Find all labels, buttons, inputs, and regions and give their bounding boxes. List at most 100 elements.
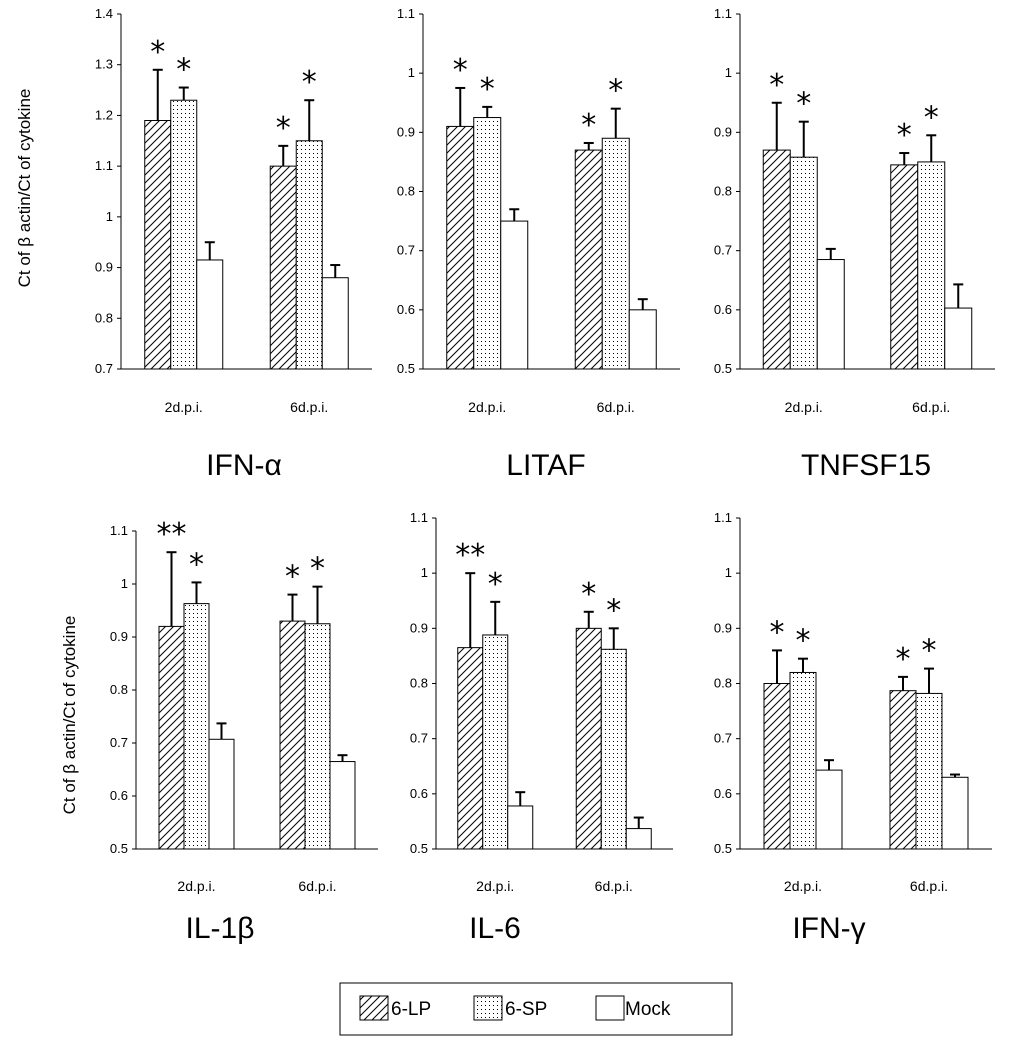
significance-marker: * (480, 72, 495, 107)
legend-label-6sp: 6-SP (505, 999, 547, 1020)
bar-6sp-6dpi (600, 648, 627, 850)
x-category-label: 6d.p.i. (290, 399, 328, 415)
y-tick-label: 1.1 (714, 510, 732, 525)
chart-title: LITAF (506, 449, 585, 482)
y-tick-label: 0.8 (397, 184, 415, 199)
bar-6lp-2dpi (457, 647, 484, 850)
y-tick-label: 1 (106, 209, 113, 224)
bar-6lp-2dpi (144, 120, 172, 370)
significance-marker: * (285, 560, 300, 595)
y-tick-label: 0.5 (714, 361, 732, 376)
y-tick-label: 1 (408, 65, 415, 80)
significance-marker: * (606, 593, 621, 628)
x-category-label: 2d.p.i. (476, 878, 514, 894)
y-tick-label: 0.7 (714, 731, 732, 746)
chart-panel-0: 0.7 0.8 0.9 1 1.1 1.2 1.3 1.4 * * 2d.p.i. * * 6d.p.i.… (95, 6, 372, 482)
chart-panel-1: 0.5 0.6 0.7 0.8 0.9 1 1.1 * * 2d.p.i. * * 6d.p.i. LIT… (397, 6, 680, 482)
y-tick-label: 0.8 (714, 184, 732, 199)
chart-title: IFN-γ (792, 912, 865, 945)
y-tick-label: 0.6 (714, 302, 732, 317)
y-tick-label: 0.5 (714, 841, 732, 856)
y-tick-label: 0.9 (410, 620, 428, 635)
significance-marker: ** (157, 517, 187, 552)
chart-panel-3: 0.50.60.70.80.911.1 ***2d.p.i.* *6d.p.i.IL… (110, 517, 378, 945)
y-tick-label: 1.1 (95, 158, 113, 173)
y-tick-label: 1 (421, 565, 428, 580)
chart-panel-4: 0.50.60.70.80.911.1***2d.p.i.* *6d.p.i.IL… (410, 510, 673, 945)
y-tick-label: 1 (725, 65, 732, 80)
y-tick-label: 0.9 (397, 124, 415, 139)
significance-marker: * (608, 74, 623, 109)
significance-marker: * (310, 552, 325, 587)
bar-mock-2dpi (815, 769, 843, 850)
bar-6lp-2dpi (446, 125, 475, 370)
y-axis-label-top: Ct of β actin/Ct of cytokine (15, 89, 34, 288)
significance-marker: * (150, 35, 165, 70)
bar-6sp-2dpi (183, 603, 210, 850)
y-tick-label: 0.7 (410, 731, 428, 746)
x-category-label: 2d.p.i. (177, 878, 215, 894)
y-tick-label: 1.4 (95, 6, 113, 21)
significance-marker: * (488, 567, 503, 602)
significance-marker: * (897, 118, 912, 153)
bar-6lp-2dpi (763, 683, 791, 850)
bar-6lp-6dpi (279, 620, 306, 850)
y-tick-label: 0.8 (714, 676, 732, 691)
y-tick-label: 0.6 (397, 302, 415, 317)
significance-marker: * (924, 100, 939, 135)
legend-swatch-6lp (359, 995, 389, 1021)
significance-marker: * (922, 634, 937, 669)
x-category-label: 2d.p.i. (785, 399, 823, 415)
bar-mock-6dpi (941, 776, 969, 850)
y-tick-label: 1 (121, 576, 128, 591)
y-tick-label: 1.1 (410, 510, 428, 525)
significance-marker: * (189, 547, 204, 582)
significance-marker: * (453, 53, 468, 88)
y-tick-label: 0.9 (95, 260, 113, 275)
bar-mock-6dpi (625, 828, 652, 850)
y-tick-label: 0.5 (110, 841, 128, 856)
bar-mock-2dpi (500, 220, 529, 370)
chart-panel-5: 0.5 0.6 0.7 0.8 0.9 1 1.1 * * 2d.p.i. * * 6d.p.i. IFN… (714, 510, 992, 945)
bar-6lp-6dpi (889, 690, 917, 850)
x-category-label: 6d.p.i. (912, 399, 950, 415)
chart-panels: 0.70.80.911.11.21.31.4**2d.p.i.**6d.p.i.… (95, 6, 995, 945)
bar-6sp-2dpi (473, 117, 502, 370)
legend-swatch-6sp (473, 995, 503, 1021)
y-tick-label: 1 (725, 565, 732, 580)
significance-marker: * (770, 615, 785, 650)
significance-marker: * (302, 65, 317, 100)
legend-swatch-mock (595, 995, 625, 1021)
y-tick-label: 0.8 (410, 676, 428, 691)
legend-label-mock: Mock (625, 999, 671, 1020)
y-tick-label: 0.7 (714, 243, 732, 258)
bar-mock-6dpi (329, 761, 356, 850)
bar-mock-6dpi (321, 277, 349, 370)
chart-title: IL-1β (186, 912, 255, 945)
y-tick-label: 0.9 (714, 124, 732, 139)
y-tick-label: 0.5 (397, 361, 415, 376)
bar-6lp-6dpi (890, 164, 919, 370)
x-category-label: 6d.p.i. (910, 878, 948, 894)
y-tick-label: 0.9 (714, 620, 732, 635)
bar-6sp-2dpi (482, 634, 509, 850)
bar-mock-2dpi (507, 805, 534, 850)
bar-6sp-6dpi (304, 623, 331, 850)
y-tick-label: 0.8 (95, 310, 113, 325)
significance-marker: * (796, 87, 811, 122)
bar-6sp-6dpi (915, 692, 943, 850)
bar-6sp-6dpi (917, 161, 946, 370)
y-tick-label: 0.8 (110, 682, 128, 697)
y-tick-label: 1.2 (95, 107, 113, 122)
bar-mock-6dpi (628, 309, 657, 370)
significance-marker: ** (455, 538, 485, 573)
bar-6sp-6dpi (601, 137, 630, 370)
significance-marker: * (796, 624, 811, 659)
x-category-label: 2d.p.i. (468, 399, 506, 415)
bar-6lp-6dpi (269, 165, 297, 370)
bar-mock-6dpi (944, 307, 973, 370)
bar-mock-2dpi (816, 259, 845, 370)
bar-6lp-6dpi (574, 149, 603, 370)
bar-mock-2dpi (196, 259, 224, 370)
